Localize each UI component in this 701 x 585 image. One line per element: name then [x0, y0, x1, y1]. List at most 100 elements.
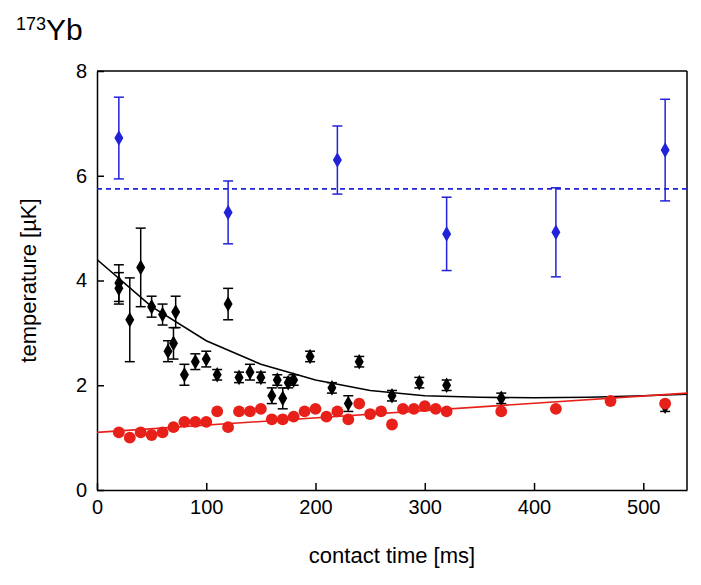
error-cap	[158, 303, 168, 305]
point	[550, 403, 562, 415]
series	[114, 228, 670, 414]
error-bar	[114, 265, 124, 302]
tick-label: 400	[518, 496, 551, 518]
error-cap	[332, 125, 342, 127]
error-bar	[343, 396, 353, 412]
frame	[97, 70, 687, 72]
point	[113, 426, 125, 438]
point	[415, 375, 424, 391]
error-cap	[223, 288, 233, 290]
error-bar	[223, 288, 233, 319]
series	[113, 395, 671, 443]
error-bar	[190, 354, 200, 370]
error-cap	[442, 270, 452, 272]
error-cap	[278, 408, 288, 410]
point	[605, 395, 617, 407]
point	[124, 432, 136, 444]
error-cap	[163, 361, 173, 363]
point	[169, 336, 178, 352]
error-cap	[136, 306, 146, 308]
point	[333, 152, 342, 168]
point	[497, 391, 506, 407]
point	[114, 281, 123, 297]
tick-label: 100	[190, 496, 223, 518]
point	[114, 130, 123, 146]
plot: 010020030040050002468	[76, 60, 688, 518]
tick-mark	[97, 490, 104, 492]
point	[224, 296, 233, 312]
error-bar	[158, 304, 168, 325]
series	[114, 97, 670, 277]
point	[442, 226, 451, 242]
error-cap	[223, 243, 233, 245]
tick: 0	[76, 479, 104, 501]
tick-mark	[315, 483, 317, 490]
error-cap	[136, 227, 146, 229]
point	[375, 406, 387, 418]
tick: 4	[76, 269, 104, 291]
point	[266, 413, 278, 425]
point	[244, 406, 256, 418]
chart: 010020030040050002468contact time [ms]te…	[0, 0, 701, 585]
error-bar	[245, 364, 255, 380]
point	[386, 419, 398, 431]
tick-mark	[206, 483, 208, 490]
error-cap	[158, 324, 168, 326]
point	[353, 398, 365, 410]
tick-mark	[534, 483, 536, 490]
error-bar	[267, 388, 277, 404]
tick: 200	[299, 483, 332, 518]
tick-mark	[97, 385, 104, 387]
error-cap	[125, 361, 135, 363]
tick-mark	[425, 483, 427, 490]
frame	[686, 71, 688, 490]
point	[224, 205, 233, 221]
point	[306, 349, 315, 365]
error-cap	[114, 96, 124, 98]
tick-label: 2	[76, 374, 87, 396]
error-bar	[332, 126, 342, 194]
tick: 500	[627, 483, 660, 518]
dashed-line	[97, 188, 687, 190]
fit-line	[97, 393, 687, 432]
error-cap	[147, 295, 157, 297]
point	[180, 367, 189, 383]
tick-label: 300	[409, 496, 442, 518]
error-bar	[223, 181, 233, 244]
y-axis: 02468	[76, 60, 104, 501]
error-cap	[660, 99, 670, 101]
tick-mark	[97, 176, 104, 178]
tick-label: 6	[76, 165, 87, 187]
point	[267, 388, 276, 404]
point	[661, 142, 670, 158]
tick-label: 0	[76, 479, 87, 501]
error-cap	[114, 303, 124, 305]
error-cap	[179, 364, 189, 366]
tick-mark	[643, 483, 645, 490]
error-cap	[332, 193, 342, 195]
error-bar	[201, 351, 211, 367]
tick: 2	[76, 374, 104, 396]
point	[278, 391, 287, 407]
point	[146, 429, 158, 441]
tick: 400	[518, 483, 551, 518]
error-cap	[442, 196, 452, 198]
point	[408, 403, 420, 415]
point	[441, 406, 453, 418]
x-axis: 0100200300400500	[92, 483, 688, 518]
axis-line	[98, 490, 688, 492]
error-cap	[223, 180, 233, 182]
point	[136, 260, 145, 276]
point	[191, 354, 200, 370]
error-cap	[147, 316, 157, 318]
error-cap	[660, 200, 670, 202]
error-cap	[223, 319, 233, 321]
tick-mark	[97, 280, 104, 282]
y-axis-title: temperature [µK]	[16, 198, 41, 362]
point	[125, 312, 134, 328]
data	[97, 97, 687, 443]
point	[273, 372, 282, 388]
error-cap	[551, 276, 561, 278]
error-cap	[114, 272, 124, 274]
error-bar	[551, 188, 561, 277]
